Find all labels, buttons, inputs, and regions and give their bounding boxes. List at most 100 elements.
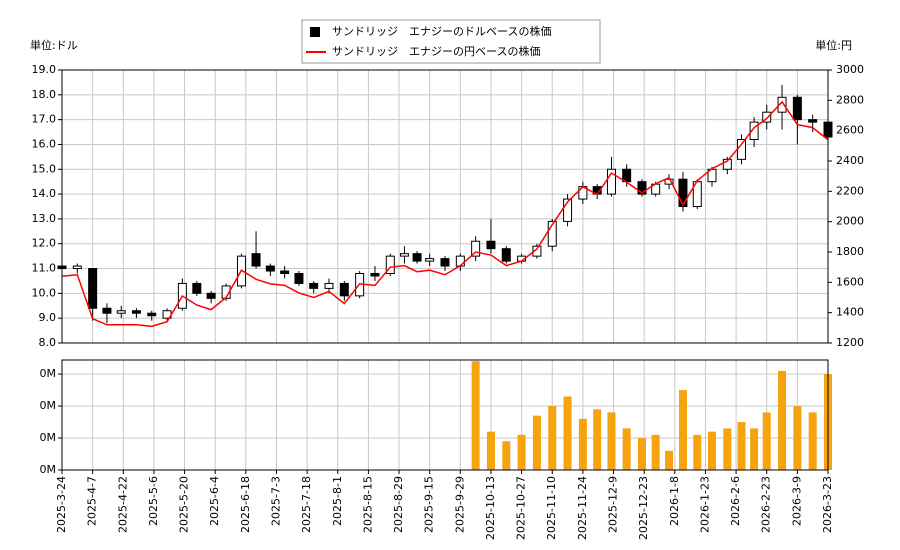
volume-tick-label: 0M <box>40 431 57 444</box>
candle-body <box>399 253 409 257</box>
candle-body <box>280 270 290 275</box>
volume-bar <box>808 412 817 470</box>
candle-body <box>808 119 818 123</box>
y2-tick-label: 2000 <box>836 215 864 228</box>
legend-box <box>301 19 601 64</box>
y2-tick-label: 3000 <box>836 63 864 76</box>
x-tick-label: 2025-10-13 <box>484 476 497 540</box>
x-tick-label: 2026-1-8 <box>668 476 681 526</box>
y2-tick-label: 2800 <box>836 93 864 106</box>
candle-body <box>722 158 732 170</box>
candle-body <box>131 310 141 314</box>
y2-tick-label: 1600 <box>836 275 864 288</box>
volume-bar <box>723 428 732 470</box>
plot-frame <box>61 359 829 471</box>
volume-bar <box>517 434 526 470</box>
volume-bar <box>693 434 702 470</box>
x-tick-label: 2025-7-18 <box>300 476 313 533</box>
y2-tick-label: 2600 <box>836 124 864 137</box>
y-tick-label: 18.0 <box>32 88 57 101</box>
candle-body <box>309 282 319 289</box>
volume-tick-label: 0M <box>40 463 57 476</box>
y-tick-label: 17.0 <box>32 113 57 126</box>
x-tick-label: 2025-11-10 <box>545 476 558 540</box>
candle-body <box>777 96 787 113</box>
candle-body <box>265 265 275 272</box>
candle-body <box>563 198 573 222</box>
volume-bar <box>637 438 646 470</box>
volume-bar <box>737 422 746 470</box>
volume-bar <box>486 431 495 470</box>
legend-label: サンドリッジ エナジーの円ベースの株価 <box>332 44 540 58</box>
candle-body <box>749 121 759 140</box>
candle-body <box>370 273 380 277</box>
x-tick-label: 2025-7-3 <box>269 476 282 526</box>
volume-bar <box>750 428 759 470</box>
x-tick-label: 2025-10-27 <box>515 476 528 540</box>
y-tick-label: 8.0 <box>39 336 57 349</box>
volume-bar <box>502 441 511 470</box>
y-tick-label: 14.0 <box>32 187 57 200</box>
candle-body <box>251 253 261 267</box>
candle-body <box>547 220 557 247</box>
y-tick-label: 15.0 <box>32 162 57 175</box>
volume-tick-label: 0M <box>40 399 57 412</box>
volume-bar <box>665 450 674 470</box>
x-tick-label: 2025-6-18 <box>239 476 252 533</box>
candle-body <box>501 248 511 262</box>
legend-label: サンドリッジ エナジーのドルベースの株価 <box>332 24 551 38</box>
x-tick-label: 2025-4-22 <box>116 476 129 533</box>
volume-bar <box>548 406 557 470</box>
candle-body <box>532 245 542 257</box>
plot-area <box>62 70 828 343</box>
x-tick-label: 2025-3-24 <box>55 476 68 533</box>
volume-bar <box>532 415 541 470</box>
candle-body <box>606 168 616 195</box>
x-tick-label: 2025-8-1 <box>331 476 344 526</box>
volume-bar <box>471 361 480 470</box>
candle-body <box>678 178 688 207</box>
y2-tick-label: 2400 <box>836 154 864 167</box>
x-tick-label: 2026-2-23 <box>760 476 773 533</box>
y-axis-label: 単位:ドル <box>30 38 78 52</box>
y-tick-label: 9.0 <box>39 311 57 324</box>
candle-body <box>637 181 647 195</box>
x-tick-label: 2025-8-15 <box>361 476 374 533</box>
x-tick-label: 2025-8-29 <box>392 476 405 533</box>
yen-line <box>61 100 829 328</box>
volume-bar <box>607 412 616 470</box>
candle-body <box>425 258 435 262</box>
volume-bar <box>651 434 660 470</box>
x-tick-label: 2025-11-24 <box>576 476 589 540</box>
volume-bar <box>778 370 787 470</box>
y2-tick-label: 1200 <box>836 336 864 349</box>
volume-bar <box>793 406 802 470</box>
y-tick-label: 16.0 <box>32 137 57 150</box>
candle-body <box>72 265 82 270</box>
candle-body <box>736 138 746 160</box>
legend-marker <box>310 27 320 37</box>
candle-body <box>792 96 802 121</box>
plot-frame <box>61 69 829 344</box>
volume-bar <box>708 431 717 470</box>
candle-body <box>339 282 349 297</box>
y-tick-label: 12.0 <box>32 237 57 250</box>
y-tick-label: 19.0 <box>32 63 57 76</box>
volume-bar <box>622 428 631 470</box>
y2-tick-label: 1400 <box>836 306 864 319</box>
volume-tick-label: 0M <box>40 367 57 380</box>
x-tick-label: 2025-4-7 <box>86 476 99 526</box>
candle-body <box>486 240 496 250</box>
y-tick-label: 13.0 <box>32 212 57 225</box>
candle-body <box>192 282 202 294</box>
y-tick-label: 10.0 <box>32 286 57 299</box>
candle-body <box>147 312 157 317</box>
volume-bar <box>593 409 602 470</box>
candle-body <box>294 273 304 284</box>
candle-body <box>455 255 465 267</box>
y-tick-label: 11.0 <box>32 262 57 275</box>
volume-bar <box>563 396 572 470</box>
candle-body <box>324 282 334 289</box>
x-tick-label: 2025-9-15 <box>423 476 436 533</box>
